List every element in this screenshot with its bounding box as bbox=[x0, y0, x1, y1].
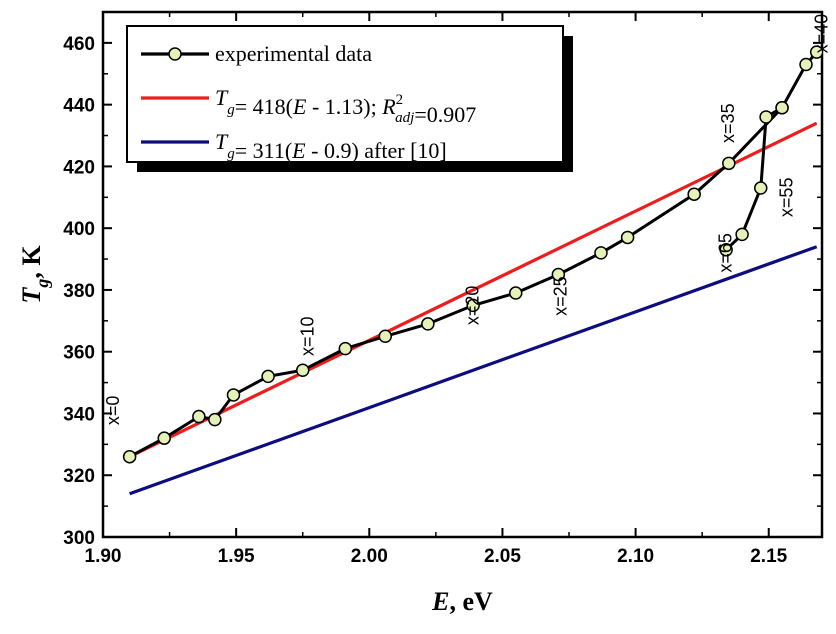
composition-label: x=65 bbox=[715, 233, 735, 273]
x-tick-label: 2.05 bbox=[484, 546, 521, 567]
y-tick-label: 460 bbox=[63, 34, 95, 55]
data-point bbox=[157, 431, 171, 445]
composition-label: x=40 bbox=[811, 14, 831, 54]
plot-frame bbox=[101, 10, 824, 539]
composition-label: x=55 bbox=[777, 178, 797, 218]
data-point bbox=[261, 369, 275, 384]
legend-entry: Tg= 418(E - 1.13); R2 adj=0.907 bbox=[215, 85, 476, 127]
data-point bbox=[421, 317, 435, 331]
y-tick-label: 420 bbox=[63, 157, 95, 178]
data-point bbox=[722, 156, 736, 171]
axis-titles: E, eV Tg, K bbox=[17, 245, 493, 616]
legend-box bbox=[126, 25, 564, 163]
composition-label: x=0 bbox=[103, 396, 123, 426]
x-tick-label: 2.15 bbox=[750, 546, 787, 567]
fit-line-2 bbox=[128, 121, 818, 459]
data-point bbox=[509, 286, 523, 300]
data-point bbox=[466, 298, 480, 313]
data-point bbox=[719, 243, 733, 257]
data-point bbox=[378, 329, 393, 344]
legend: experimental data Tg= 418(E - 1.13); R2 ad… bbox=[126, 25, 573, 172]
data-point bbox=[594, 246, 608, 260]
data-point bbox=[620, 230, 635, 245]
composition-label: x=25 bbox=[550, 276, 570, 316]
data-point bbox=[735, 227, 749, 242]
annotation-layer: x=0 x=10 x=20 x=25 x=35 x=40 x=55 x=65 bbox=[103, 14, 831, 425]
composition-label: x=20 bbox=[462, 286, 482, 326]
x-tick-label: 1.95 bbox=[218, 546, 255, 567]
data-point bbox=[192, 409, 206, 424]
legend-entry: Tg= 311(E - 0.9) after [10] bbox=[215, 129, 447, 163]
composition-label: x=35 bbox=[718, 103, 738, 143]
data-point bbox=[122, 449, 137, 464]
fit-line-3 bbox=[129, 245, 818, 496]
y-tick-label: 440 bbox=[63, 96, 95, 117]
data-point bbox=[775, 100, 789, 115]
legend-marker bbox=[168, 47, 182, 61]
x-tick-label: 2.10 bbox=[617, 546, 654, 567]
y-tick-label: 400 bbox=[63, 219, 95, 240]
composition-label: x=10 bbox=[297, 316, 317, 356]
data-point bbox=[759, 110, 773, 124]
y-tick-label: 300 bbox=[63, 528, 95, 549]
data-point bbox=[754, 181, 768, 195]
data-point bbox=[338, 341, 353, 356]
x-tick-label: 2.00 bbox=[351, 546, 388, 567]
data-point bbox=[687, 187, 701, 201]
data-point bbox=[226, 388, 241, 402]
data-point bbox=[295, 363, 310, 377]
y-tick-label: 380 bbox=[63, 281, 95, 302]
x-axis-title: E, eV bbox=[431, 587, 493, 616]
x-tick-label: 1.90 bbox=[85, 546, 122, 567]
data-point bbox=[208, 412, 222, 427]
data-point bbox=[809, 45, 822, 59]
y-tick-label: 340 bbox=[63, 404, 95, 425]
axes-layer: 1.90 1.95 2.00 2.05 2.10 2.15 300 320 340 360 380 4… bbox=[63, 10, 824, 567]
y-tick-label: 320 bbox=[63, 466, 95, 487]
y-tick-label: 360 bbox=[63, 343, 95, 364]
data-point bbox=[799, 57, 813, 72]
data-point bbox=[551, 267, 566, 282]
plot-layer bbox=[122, 45, 822, 496]
y-axis-title: Tg, K bbox=[17, 245, 52, 304]
legend-entry: experimental data bbox=[215, 41, 372, 66]
